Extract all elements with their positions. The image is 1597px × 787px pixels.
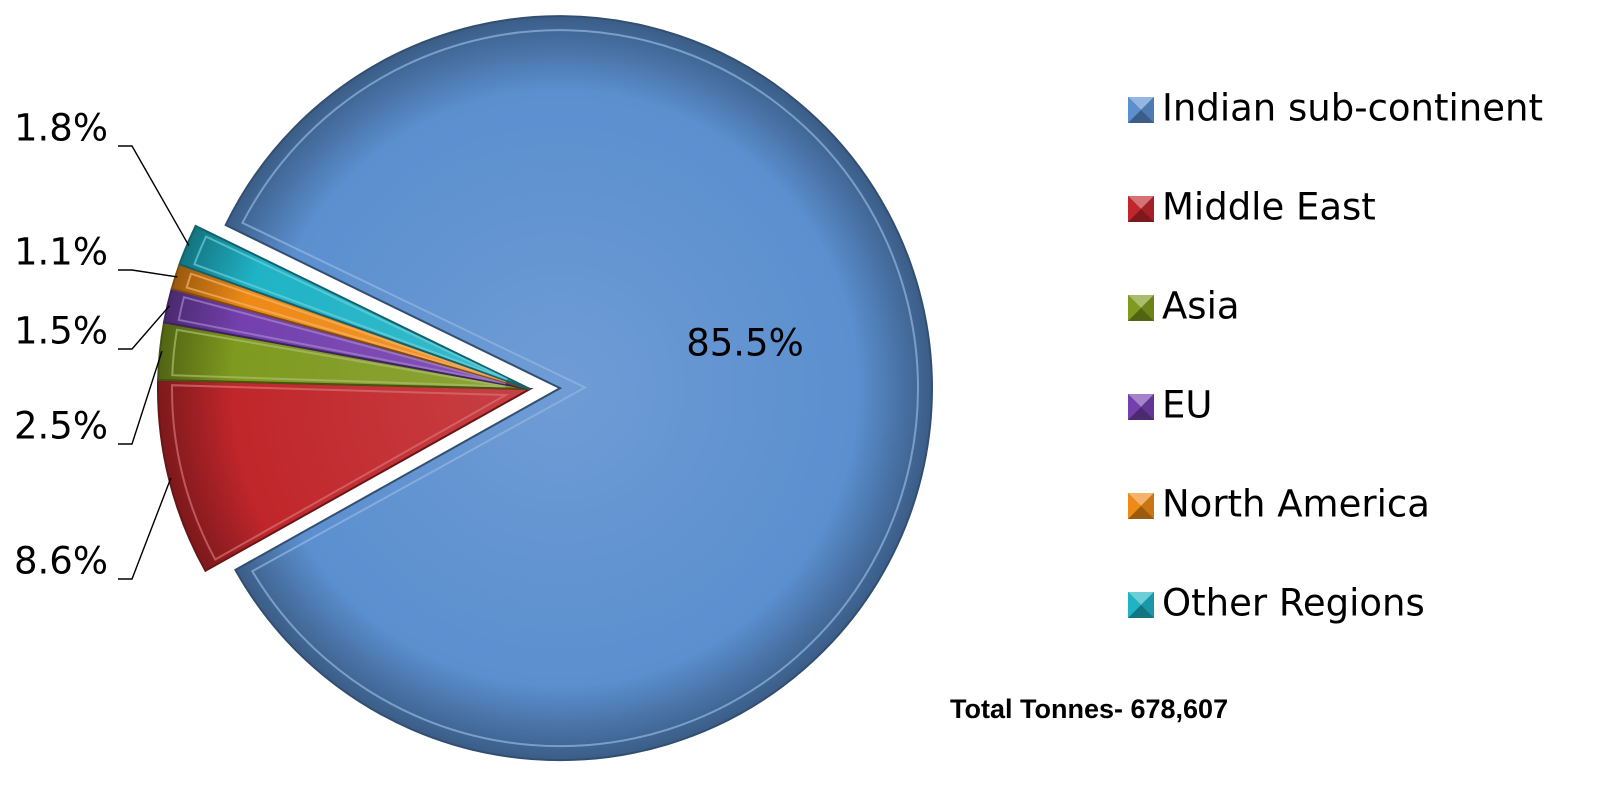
- pie-slice-bevel-middle-east: [171, 384, 510, 561]
- leader-line-middle-east: [118, 477, 172, 580]
- legend-swatch-left-north-america: [1128, 493, 1141, 519]
- pie-slice-middle-east: [157, 378, 534, 573]
- legend-label-north-america: North America: [1162, 483, 1430, 526]
- pie-slice-bevel-indian-sub-continent: [241, 29, 919, 748]
- data-label-indian-sub-continent: 85.5%: [686, 322, 804, 365]
- legend-item-indian-sub-continent: Indian sub-continent: [1128, 87, 1543, 130]
- legend-swatch-right-other-regions: [1141, 592, 1154, 618]
- legend-label-other-regions: Other Regions: [1162, 582, 1425, 625]
- data-label-other-regions: 1.8%: [14, 107, 108, 150]
- legend-swatch-right-middle-east: [1141, 196, 1154, 222]
- total-tonnes-label: Total Tonnes- 678,607: [950, 694, 1228, 724]
- legend-swatch-top-north-america: [1128, 493, 1154, 506]
- legend-swatch-right-asia: [1141, 295, 1154, 321]
- legend-swatch-top-eu: [1128, 394, 1154, 407]
- legend-swatch-left-asia: [1128, 295, 1141, 321]
- legend-swatch-top-other-regions: [1128, 592, 1154, 605]
- pie-slice-bevel-asia: [171, 328, 506, 388]
- legend-swatch-left-indian-sub-continent: [1128, 97, 1141, 123]
- data-label-asia: 2.5%: [14, 405, 108, 448]
- legend-swatch-right-eu: [1141, 394, 1154, 420]
- legend-label-asia: Asia: [1162, 285, 1240, 328]
- data-label-north-america: 1.1%: [14, 231, 108, 274]
- legend-item-north-america: North America: [1128, 483, 1430, 526]
- legend-label-eu: EU: [1162, 384, 1212, 427]
- legend-swatch-left-other-regions: [1128, 592, 1141, 618]
- leader-line-north-america: [118, 269, 178, 278]
- legend-swatch-left-middle-east: [1128, 196, 1141, 222]
- legend-item-middle-east: Middle East: [1128, 186, 1376, 229]
- legend-item-eu: EU: [1128, 384, 1212, 427]
- data-label-middle-east: 8.6%: [14, 540, 108, 583]
- legend-item-asia: Asia: [1128, 285, 1240, 328]
- pie-slice-bevel-eu: [177, 295, 506, 385]
- leader-line-eu: [118, 305, 170, 350]
- legend-swatch-right-indian-sub-continent: [1141, 97, 1154, 123]
- pie-slice-bevel-other-regions: [193, 235, 508, 381]
- data-labels: 85.5% 8.6% 2.5% 1.5% 1.1% 1.8%: [14, 107, 804, 583]
- data-label-eu: 1.5%: [14, 310, 108, 353]
- pie-slice-indian-sub-continent: [224, 15, 933, 762]
- legend-label-middle-east: Middle East: [1162, 186, 1376, 229]
- leader-line-asia: [118, 350, 163, 445]
- legend-swatch-right-north-america: [1141, 493, 1154, 519]
- legend-label-indian-sub-continent: Indian sub-continent: [1162, 87, 1543, 130]
- pie-slices: [157, 15, 933, 762]
- legend-swatch-top-asia: [1128, 295, 1154, 308]
- legend: Indian sub-continent Middle East Asia EU Nor…: [1128, 87, 1543, 625]
- legend-swatch-top-indian-sub-continent: [1128, 97, 1154, 110]
- legend-item-other-regions: Other Regions: [1128, 582, 1425, 625]
- pie-slice-bevel-north-america: [185, 272, 507, 383]
- leader-line-other-regions: [118, 145, 190, 247]
- leader-lines: [118, 145, 190, 580]
- legend-swatch-left-eu: [1128, 394, 1141, 420]
- legend-swatch-top-middle-east: [1128, 196, 1154, 209]
